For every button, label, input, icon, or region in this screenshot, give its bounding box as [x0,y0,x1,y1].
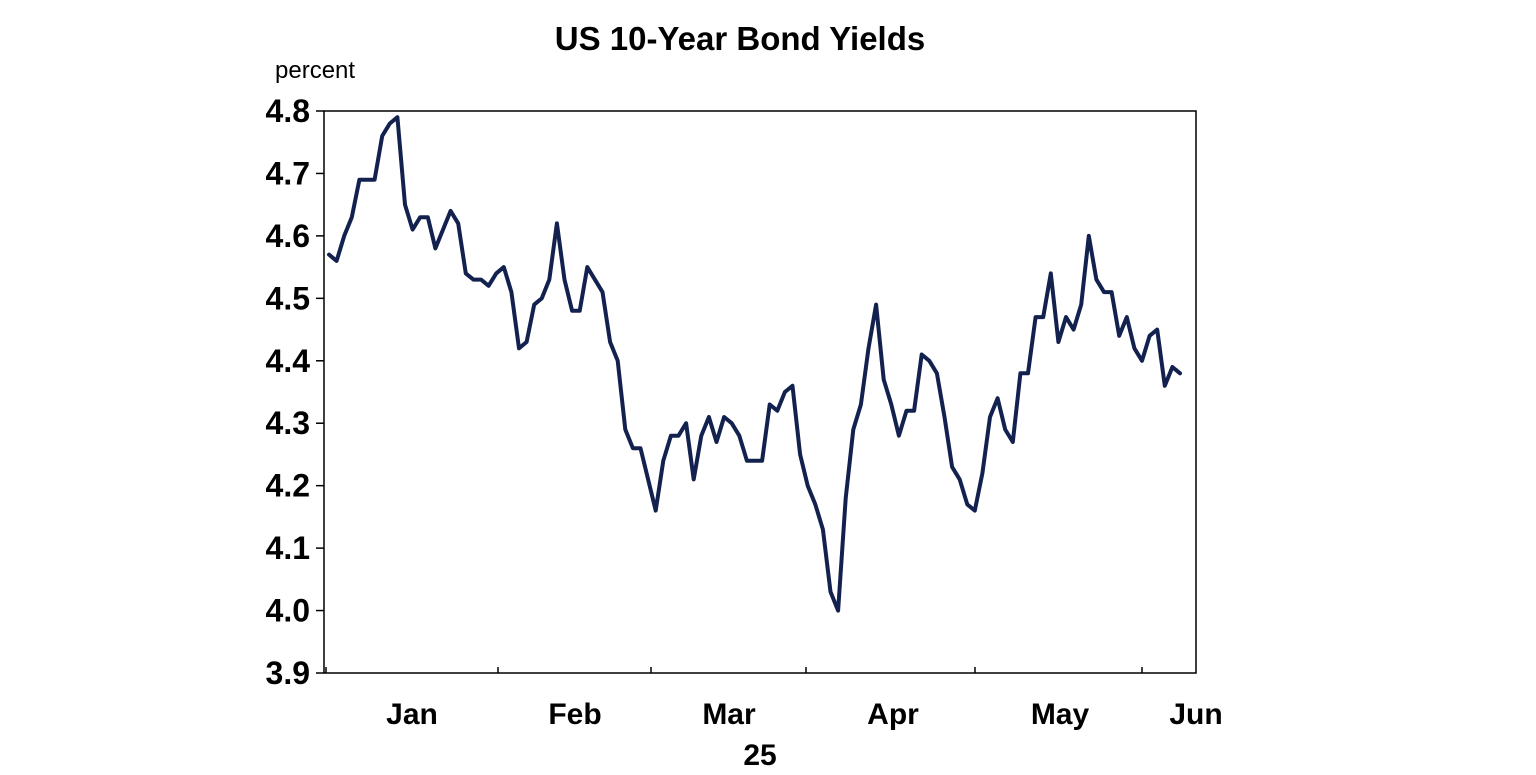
y-tick-label: 4.5 [266,280,310,316]
y-tick-label: 4.3 [266,405,310,441]
series-line [327,115,1182,613]
chart-title: US 10-Year Bond Yields [555,20,925,57]
x-tick-label: Jan [386,698,438,731]
y-axis: 4.8 4.7 4.6 4.5 4.4 4.3 4.2 4.1 4.0 3.9 [266,93,324,691]
y-tick-label: 4.1 [266,530,310,566]
y-axis-unit-label: percent [275,57,355,84]
x-axis: Jan Feb Mar Apr May Jun [325,667,1223,731]
y-tick-label: 4.6 [266,218,310,254]
x-tick-label: Mar [702,698,756,731]
y-tick-label: 4.4 [266,343,311,379]
x-tick-label: Apr [867,698,919,731]
y-tick-label: 4.8 [266,93,310,129]
y-tick-label: 4.7 [266,155,310,191]
x-tick-label: Jun [1169,698,1222,731]
plot-frame [323,110,1197,674]
y-tick-label: 3.9 [266,655,310,691]
x-tick-label: Feb [548,698,601,731]
x-tick-label: May [1031,698,1090,731]
x-axis-year-label: 25 [743,739,776,772]
y-tick-label: 4.0 [266,593,310,629]
y-tick-label: 4.2 [266,468,310,504]
